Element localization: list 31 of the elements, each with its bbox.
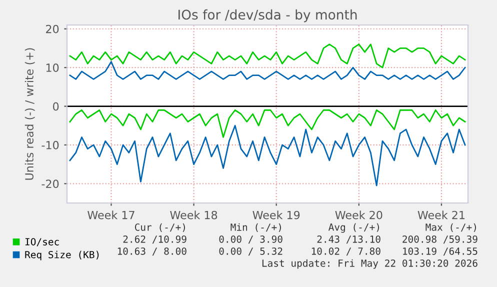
x-tick-label: Week 21 xyxy=(418,210,464,220)
text: 2.43 /13.10 xyxy=(317,235,380,244)
y-axis-title: Units read (-) / write (+) xyxy=(24,48,35,180)
text: Cur (-/+) xyxy=(134,223,185,232)
text: Min (-/+) xyxy=(230,223,281,232)
legend-label: Req Size (KB) xyxy=(25,250,99,260)
legend-label: IO/sec xyxy=(25,238,59,246)
text: 200.98 /59.39 xyxy=(402,235,478,244)
x-tick-label: Week 18 xyxy=(170,210,218,220)
x-tick-label: Week 20 xyxy=(335,210,382,220)
y-tick-label: 20 xyxy=(46,24,59,34)
text: 10.02 / 7.80 xyxy=(312,247,380,256)
text: 10.63 / 8.00 xyxy=(118,247,186,256)
line-series xyxy=(69,61,466,80)
y-tick-label: -10 xyxy=(42,140,59,150)
y-tick-label: -20 xyxy=(42,180,59,188)
text: 0.00 / 3.90 xyxy=(219,235,282,244)
text: 103.19 /64.55 xyxy=(403,247,478,256)
text: Max (-/+) xyxy=(426,223,476,232)
text: 2.62 /10.99 xyxy=(123,235,186,244)
text: 0.00 / 5.32 xyxy=(219,247,282,256)
text: Last update: Fri May 22 01:30:20 2026 xyxy=(262,259,478,269)
text: Avg (-/+) xyxy=(328,223,379,233)
line-series xyxy=(69,109,466,138)
x-tick-label: Week 19 xyxy=(252,210,300,220)
y-tick-label: 0 xyxy=(53,102,59,111)
line-series xyxy=(69,124,466,186)
line-series xyxy=(69,44,466,68)
chart-title: IOs for /dev/sda - by month xyxy=(178,9,357,22)
y-tick-label: 10 xyxy=(46,64,59,72)
x-tick-label: Week 17 xyxy=(88,210,134,220)
